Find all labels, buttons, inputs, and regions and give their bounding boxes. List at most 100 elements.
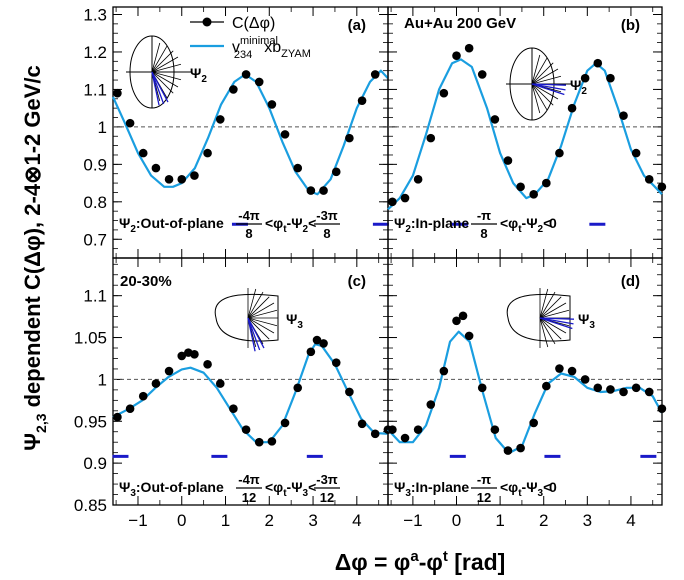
x-tick-label: 1 xyxy=(221,511,230,530)
sector-line xyxy=(247,291,264,319)
data-point xyxy=(138,148,148,158)
sector-line xyxy=(531,57,548,85)
data-point xyxy=(439,88,449,98)
y-tick-label: 0.9 xyxy=(83,454,107,473)
y-axis-title: Ψ2,3 dependent C(Δφ), 2-4⊗1-2 GeV/c xyxy=(20,65,49,451)
data-point xyxy=(177,351,187,361)
data-point xyxy=(151,163,161,173)
sector-line xyxy=(539,317,567,334)
data-point xyxy=(426,400,436,409)
trigger-arrow xyxy=(151,71,165,105)
data-point xyxy=(529,190,538,199)
psi-label: Ψ2 xyxy=(190,65,207,85)
data-point xyxy=(357,419,367,429)
y-tick-label: 0.8 xyxy=(83,193,107,212)
data-point xyxy=(619,387,628,397)
data-point xyxy=(388,425,397,434)
y-tick-label: 1 xyxy=(98,118,107,137)
data-point xyxy=(477,383,487,393)
data-point xyxy=(593,383,603,393)
fraction-denominator: 8 xyxy=(323,226,330,241)
data-point xyxy=(203,148,212,158)
data-point xyxy=(452,51,461,61)
sector-line xyxy=(247,317,275,334)
data-point xyxy=(370,429,380,439)
orientation-diagram: Ψ2 xyxy=(126,35,207,109)
sector-line xyxy=(247,309,278,319)
data-point xyxy=(388,197,397,207)
sector-line xyxy=(531,83,548,111)
sector-line xyxy=(531,54,541,85)
orientation-diagram: Ψ2 xyxy=(506,47,587,121)
legend-data-marker xyxy=(202,17,212,27)
data-point xyxy=(125,118,135,128)
data-point xyxy=(280,130,290,139)
data-point xyxy=(555,364,564,373)
data-point xyxy=(190,349,199,359)
cone-outline xyxy=(506,293,571,342)
data-point xyxy=(464,331,474,341)
x-tick-label: 3 xyxy=(583,511,592,530)
y-tick-label: 1.2 xyxy=(83,43,107,62)
data-point xyxy=(477,70,487,79)
plane-label: Ψ2:Out-of-plane xyxy=(119,215,224,235)
cone-outline xyxy=(214,293,279,342)
data-point xyxy=(331,358,341,367)
panel-b: (b) Ψ2:In-plane -π 8 <φt-Ψ2<0 Ψ2 xyxy=(387,6,667,259)
trigger-arrow xyxy=(247,317,261,351)
data-point xyxy=(542,178,551,188)
data-point xyxy=(516,443,525,453)
data-point xyxy=(400,193,410,203)
data-point xyxy=(555,148,564,158)
fraction-numerator: -3π xyxy=(316,472,338,487)
x-tick-label: −1 xyxy=(403,511,422,530)
sector-line xyxy=(151,42,161,73)
data-point xyxy=(319,186,328,195)
data-point xyxy=(657,182,667,192)
trigger-arrow xyxy=(531,83,566,91)
data-point xyxy=(331,167,341,177)
x-tick-label: 4 xyxy=(352,511,361,530)
trigger-arrow xyxy=(539,317,575,320)
centrality-label: 20-30% xyxy=(120,273,172,290)
data-point xyxy=(606,73,615,83)
y-tick-label: 1.05 xyxy=(74,329,107,348)
sector-line xyxy=(247,302,275,319)
data-point xyxy=(657,404,667,414)
data-point xyxy=(542,381,551,391)
data-point xyxy=(229,404,238,414)
data-point xyxy=(177,175,187,184)
data-point xyxy=(293,383,303,393)
data-point xyxy=(593,58,603,68)
data-point xyxy=(357,96,367,105)
data-point xyxy=(567,366,577,376)
data-point xyxy=(113,88,122,98)
sector-line xyxy=(531,62,554,85)
data-point xyxy=(241,70,251,79)
sector-line xyxy=(539,291,556,319)
fit-curve xyxy=(111,69,389,196)
fraction-denominator: 12 xyxy=(242,490,256,505)
data-point xyxy=(503,446,513,455)
trigger-arrow xyxy=(539,317,574,325)
sector-line xyxy=(151,45,168,73)
data-point xyxy=(241,425,251,434)
data-point xyxy=(345,387,354,397)
legend: C(Δφ) vminimal 234 xbZYAM xyxy=(190,15,311,61)
y-tick-label: 0.9 xyxy=(83,155,107,174)
data-point xyxy=(254,77,264,87)
data-point xyxy=(426,133,436,143)
data-point xyxy=(490,425,500,434)
panel-a: 0.7 0.8 0.9 1 1.1 1.2 1.3 (a) Ψ2:Out-of-plane -4π… xyxy=(83,5,389,259)
data-point xyxy=(138,391,148,401)
data-point xyxy=(229,85,238,94)
data-point xyxy=(319,339,328,348)
sector-line xyxy=(539,317,562,340)
range-middle: <φt-Ψ3< xyxy=(265,479,316,499)
range-middle: <φt-Ψ2< xyxy=(500,215,551,235)
data-point xyxy=(452,316,461,326)
panel-letter: (b) xyxy=(621,17,640,34)
data-point xyxy=(516,182,525,192)
range-middle: <φt-Ψ2< xyxy=(265,215,316,235)
